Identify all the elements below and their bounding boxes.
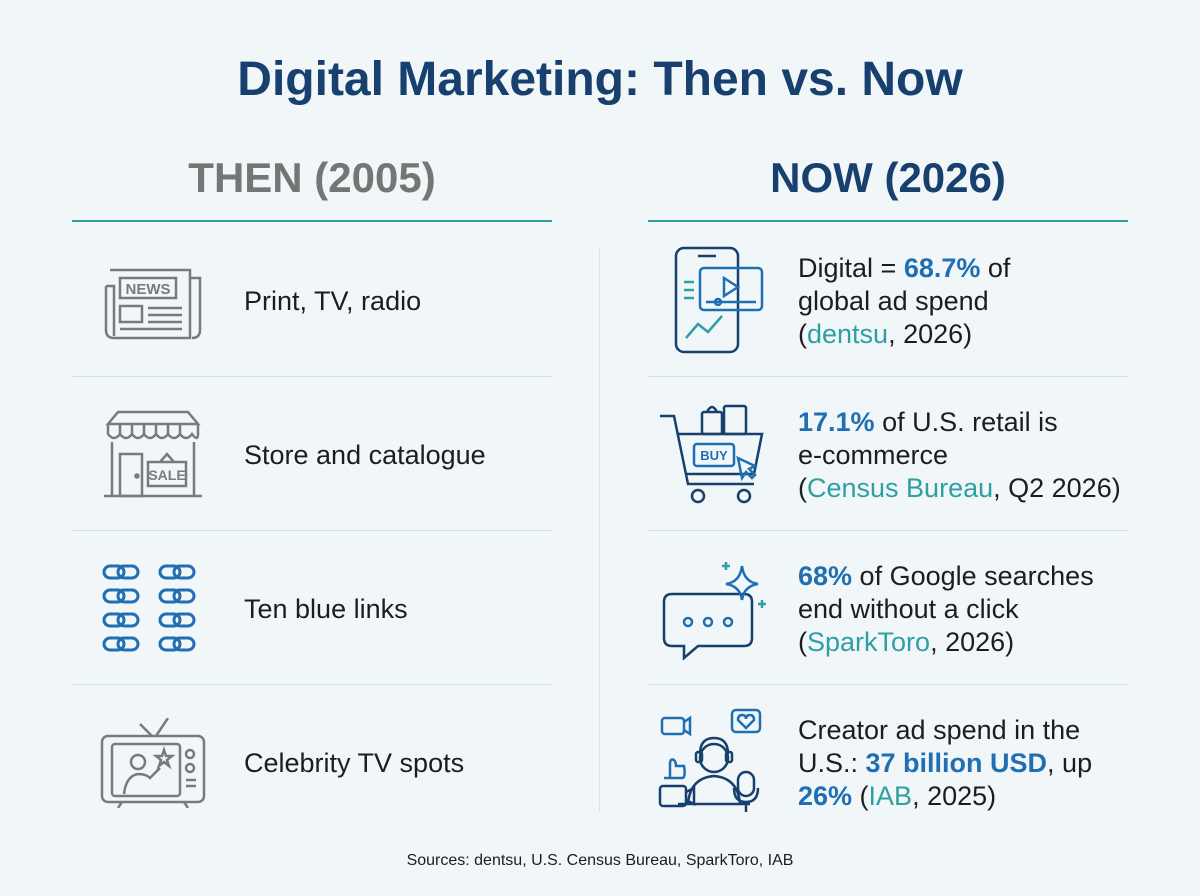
then-item-label: Store and catalogue [244,439,486,470]
then-heading-rule [72,220,552,222]
then-heading: THEN (2005) [188,154,436,201]
source-name: SparkToro [807,626,931,657]
source-name: Census Bureau [807,472,994,503]
source-name: IAB [868,780,913,811]
then-item-links: Ten blue links [72,532,552,686]
svg-text:NEWS: NEWS [126,281,171,298]
shopping-cart-icon: BUY [658,400,768,510]
now-item-zero-click: 68% of Google searches end without a cli… [648,532,1128,686]
then-item-celebrity: Celebrity TV spots [72,686,552,840]
now-heading-rule [648,220,1128,222]
now-item-creator-spend: Creator ad spend in the U.S.: 37 billion… [648,686,1128,840]
page-title: Digital Marketing: Then vs. Now [237,53,963,106]
chain-links-icon [98,564,208,654]
chat-bubble-sparkle-icon [658,554,768,664]
now-item-text: Creator ad spend in the U.S.: 37 billion… [798,714,1093,811]
column-divider [599,248,600,812]
creator-icon [658,708,768,818]
now-item-text: 68% of Google searches end without a cli… [798,560,1094,657]
row-divider [72,684,552,685]
svg-text:BUY: BUY [700,448,728,463]
then-item-label: Celebrity TV spots [244,747,465,778]
row-divider [648,684,1128,685]
smartphone-video-icon [658,246,768,356]
now-item-ecommerce: BUY 17.1% of U.S. retail is e-commerce (… [648,378,1128,532]
row-divider [72,376,552,377]
now-item-text: Digital = 68.7% of global ad spend (dent… [798,252,1011,349]
row-divider [72,530,552,531]
now-heading: NOW (2026) [770,154,1006,201]
row-divider [648,530,1128,531]
television-icon [98,717,208,809]
storefront-icon: SALE [98,410,208,500]
sources-footer: Sources: dentsu, U.S. Census Bureau, Spa… [406,852,794,869]
newspaper-icon: NEWS [98,256,208,346]
then-item-print: NEWS Print, TV, radio [72,224,552,378]
svg-text:SALE: SALE [148,467,185,483]
then-item-label: Print, TV, radio [244,285,422,316]
now-item-text: 17.1% of U.S. retail is e-commerce (Cens… [798,406,1121,503]
then-item-label: Ten blue links [244,593,408,624]
row-divider [648,376,1128,377]
then-item-store: SALE Store and catalogue [72,378,552,532]
source-name: dentsu [807,318,889,349]
now-item-digital-spend: Digital = 68.7% of global ad spend (dent… [648,224,1128,378]
